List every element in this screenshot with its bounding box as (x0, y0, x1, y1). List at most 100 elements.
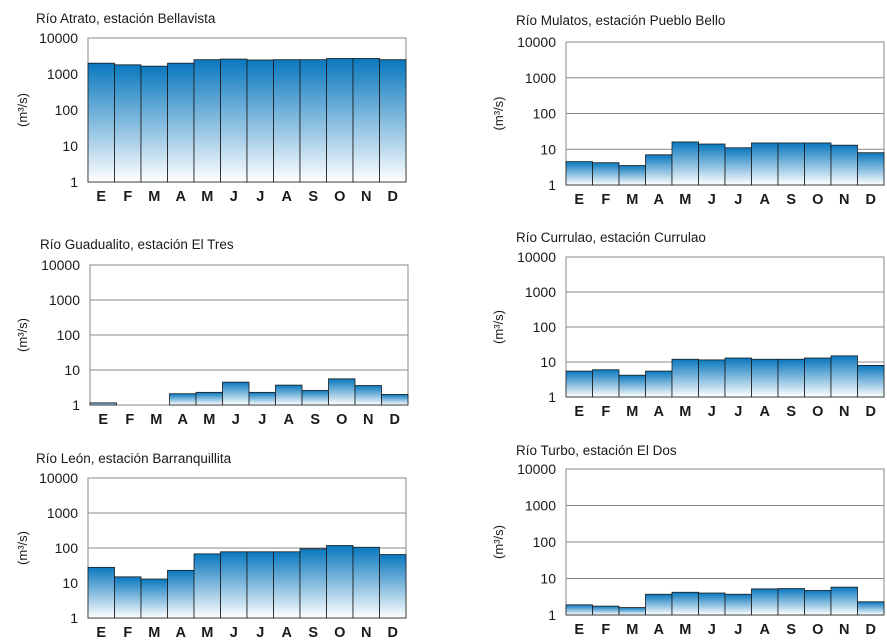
bar (857, 152, 885, 186)
month-label: M (626, 622, 638, 638)
bar (167, 569, 195, 619)
bar (618, 607, 646, 616)
y-tick-label: 10 (540, 571, 556, 587)
bar (724, 357, 752, 398)
month-label: J (256, 625, 264, 641)
month-label: F (601, 622, 610, 638)
chart-title: Río León, estación Barranquillita (36, 451, 232, 466)
month-label: M (150, 412, 162, 428)
month-label: E (96, 625, 106, 641)
month-label: D (866, 404, 876, 420)
chart-panel-2: Río Mulatos, estación Pueblo Bello 10000 1… (491, 13, 885, 208)
bar (645, 370, 673, 398)
month-label: J (734, 192, 742, 208)
bar (246, 551, 274, 619)
month-label: N (839, 622, 849, 638)
bar (804, 142, 832, 186)
month-label: J (230, 625, 238, 641)
chart-title: Río Turbo, estación El Dos (516, 443, 677, 458)
month-label: S (308, 189, 318, 205)
month-label: N (361, 625, 371, 641)
month-label: D (388, 189, 398, 205)
bar (222, 381, 250, 406)
month-label: J (232, 412, 240, 428)
month-label: N (839, 404, 849, 420)
bar (195, 391, 223, 406)
bar (777, 358, 805, 398)
month-label: O (336, 412, 347, 428)
bar (751, 588, 779, 616)
y-tick-label: 10000 (517, 249, 556, 265)
month-label: D (390, 412, 400, 428)
bar (328, 378, 356, 406)
chart-panel-4: Río Currulao, estación Currulao 10000 1000… (491, 230, 885, 420)
month-label: N (363, 412, 373, 428)
month-label: E (96, 189, 106, 205)
y-tick-label: 10000 (517, 34, 556, 50)
month-label: A (178, 412, 189, 428)
bar (193, 553, 221, 619)
chart-panel-3: Río Guadualito, estación El Tres 10000 100… (15, 237, 409, 428)
month-label: J (734, 622, 742, 638)
bar (565, 161, 593, 186)
month-label: O (812, 622, 823, 638)
bar (645, 154, 673, 186)
bar (114, 576, 142, 619)
bar (326, 545, 354, 619)
month-label: M (626, 192, 638, 208)
y-tick-label: 10 (540, 354, 556, 370)
month-label: A (654, 404, 665, 420)
y-axis-label: (m³/s) (15, 531, 30, 565)
month-label: S (308, 625, 318, 641)
bar (379, 554, 407, 619)
month-label: J (708, 404, 716, 420)
month-label: M (201, 189, 213, 205)
y-tick-label: 10000 (41, 257, 80, 273)
month-label: S (786, 192, 796, 208)
month-label: S (786, 404, 796, 420)
y-axis-label: (m³/s) (15, 93, 30, 127)
y-tick-label: 1 (548, 607, 556, 623)
bar (301, 390, 329, 406)
month-label: F (125, 412, 134, 428)
y-axis-label: (m³/s) (491, 310, 506, 344)
bar (830, 355, 858, 398)
month-label: A (282, 625, 293, 641)
y-tick-label: 10000 (517, 461, 556, 477)
month-label: A (654, 192, 665, 208)
y-tick-label: 10 (62, 575, 78, 591)
chart-title: Río Guadualito, estación El Tres (40, 237, 234, 252)
month-label: J (258, 412, 266, 428)
month-label: J (734, 404, 742, 420)
y-tick-label: 10000 (39, 30, 78, 46)
bar (381, 394, 409, 406)
bar (671, 591, 699, 616)
y-tick-label: 1 (548, 389, 556, 405)
month-label: E (574, 192, 584, 208)
y-tick-label: 100 (533, 534, 557, 550)
bar (618, 374, 646, 398)
bar (565, 604, 593, 616)
y-tick-label: 1000 (49, 292, 80, 308)
y-tick-label: 1000 (525, 498, 556, 514)
month-label: J (708, 622, 716, 638)
bar (698, 592, 726, 616)
bar (169, 393, 197, 406)
month-label: M (679, 192, 691, 208)
y-tick-label: 10000 (39, 470, 78, 486)
chart-panel-1: Río Atrato, estación Bellavista 10000 1000… (15, 11, 407, 205)
month-label: A (760, 192, 771, 208)
month-label: F (123, 625, 132, 641)
month-label: E (574, 622, 584, 638)
chart-panel-5: Río León, estación Barranquillita 10000 10… (15, 451, 407, 641)
month-label: F (601, 192, 610, 208)
bar (751, 358, 779, 398)
bar (724, 593, 752, 616)
month-label: M (148, 625, 160, 641)
month-label: O (812, 192, 823, 208)
bar (299, 59, 327, 183)
y-tick-label: 1 (70, 610, 78, 626)
month-label: D (866, 622, 876, 638)
month-label: N (839, 192, 849, 208)
bar (751, 142, 779, 186)
